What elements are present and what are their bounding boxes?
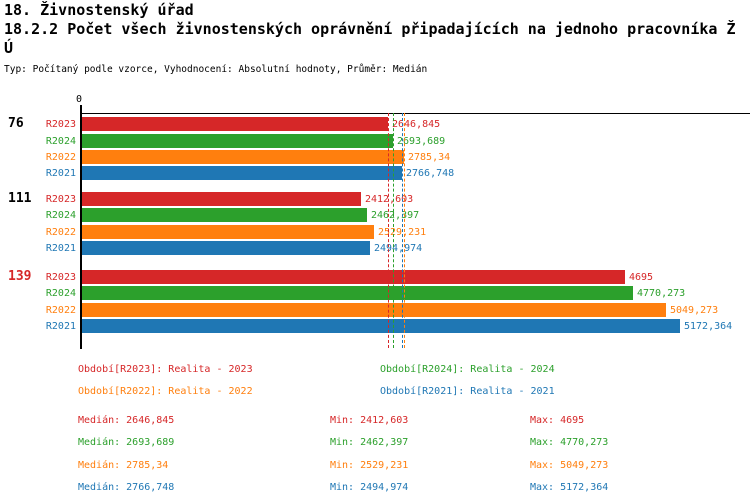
axis-vertical-line: [80, 105, 82, 349]
bar-row: R2023 4695: [0, 270, 653, 284]
group-label-139: 139: [8, 269, 32, 284]
bar-139-r2023: [82, 270, 625, 284]
stat-min-r2022: Min: 2529,231: [330, 460, 409, 471]
median-line-r2023: [388, 113, 389, 348]
bar-value-label: 2785,34: [408, 151, 451, 163]
series-label-r2022: R2022: [45, 151, 76, 163]
report-meta-line: Typ: Počítaný podle vzorce, Vyhodnocení:…: [4, 64, 428, 75]
series-label-r2024: R2024: [45, 287, 76, 299]
series-label-r2022: R2022: [45, 226, 76, 238]
stat-max-r2024: Max: 4770,273: [530, 437, 609, 448]
series-label-r2024: R2024: [45, 135, 76, 147]
group-label-76: 76: [8, 116, 24, 131]
series-label-r2023: R2023: [45, 118, 76, 130]
bar-76-r2024: [82, 134, 393, 148]
series-label-r2022: R2022: [45, 304, 76, 316]
bar-row: R2021 5172,364: [0, 319, 732, 333]
axis-zero-label: 0: [76, 94, 83, 105]
bar-row: R2022 5049,273: [0, 303, 718, 317]
report-title-line1: 18. Živnostenský úřad: [4, 1, 194, 19]
bar-row: R2023 2412,603: [0, 192, 413, 206]
bar-value-label: 2494,974: [374, 242, 423, 254]
axis-top-line: [80, 113, 750, 114]
stat-median-r2023: Medián: 2646,845: [78, 415, 175, 426]
bar-139-r2022: [82, 303, 666, 317]
report-title-line2: 18.2.2 Počet všech živnostenských oprávn…: [4, 20, 736, 38]
bar-value-label: 5049,273: [670, 304, 719, 316]
bar-76-r2023: [82, 117, 388, 131]
bar-value-label: 2646,845: [392, 118, 441, 130]
stat-max-r2023: Max: 4695: [530, 415, 585, 426]
legend-item-r2022: Období[R2022]: Realita - 2022: [78, 386, 253, 397]
bar-139-r2021: [82, 319, 680, 333]
stat-median-r2022: Medián: 2785,34: [78, 460, 169, 471]
bar-value-label: 4770,273: [637, 287, 686, 299]
stat-max-r2022: Max: 5049,273: [530, 460, 609, 471]
stat-median-r2021: Medián: 2766,748: [78, 482, 175, 493]
bar-row: R2022 2529,231: [0, 225, 426, 239]
bar-value-label: 2462,397: [371, 209, 420, 221]
bar-76-r2022: [82, 150, 404, 164]
bar-row: R2021 2766,748: [0, 166, 454, 180]
series-label-r2024: R2024: [45, 209, 76, 221]
stat-median-r2024: Medián: 2693,689: [78, 437, 175, 448]
median-line-r2024: [393, 113, 394, 348]
bar-row: R2023 2646,845: [0, 117, 440, 131]
bar-value-label: 2412,603: [365, 193, 414, 205]
legend-item-r2023: Období[R2023]: Realita - 2023: [78, 364, 253, 375]
series-label-r2021: R2021: [45, 167, 76, 179]
bar-111-r2022: [82, 225, 374, 239]
legend-item-r2021: Období[R2021]: Realita - 2021: [380, 386, 555, 397]
series-label-r2021: R2021: [45, 242, 76, 254]
bar-111-r2023: [82, 192, 361, 206]
bar-row: R2024 2693,689: [0, 134, 445, 148]
bar-139-r2024: [82, 286, 633, 300]
group-label-111: 111: [8, 191, 32, 206]
stat-max-r2021: Max: 5172,364: [530, 482, 609, 493]
bar-value-label: 5172,364: [684, 320, 733, 332]
median-line-r2021: [402, 113, 403, 348]
bar-row: R2024 2462,397: [0, 208, 419, 222]
bar-111-r2021: [82, 241, 370, 255]
bar-value-label: 4695: [629, 271, 654, 283]
series-label-r2023: R2023: [45, 193, 76, 205]
median-line-r2022: [404, 113, 405, 348]
stat-min-r2023: Min: 2412,603: [330, 415, 409, 426]
report-title-line3: Ú: [4, 39, 14, 57]
series-label-r2021: R2021: [45, 320, 76, 332]
series-label-r2023: R2023: [45, 271, 76, 283]
bar-value-label: 2693,689: [397, 135, 446, 147]
stat-min-r2021: Min: 2494,974: [330, 482, 409, 493]
bar-row: R2024 4770,273: [0, 286, 685, 300]
bar-row: R2021 2494,974: [0, 241, 422, 255]
bar-111-r2024: [82, 208, 367, 222]
legend-item-r2024: Období[R2024]: Realita - 2024: [380, 364, 555, 375]
stat-min-r2024: Min: 2462,397: [330, 437, 409, 448]
bar-value-label: 2766,748: [406, 167, 455, 179]
bar-76-r2021: [82, 166, 402, 180]
bar-row: R2022 2785,34: [0, 150, 450, 164]
